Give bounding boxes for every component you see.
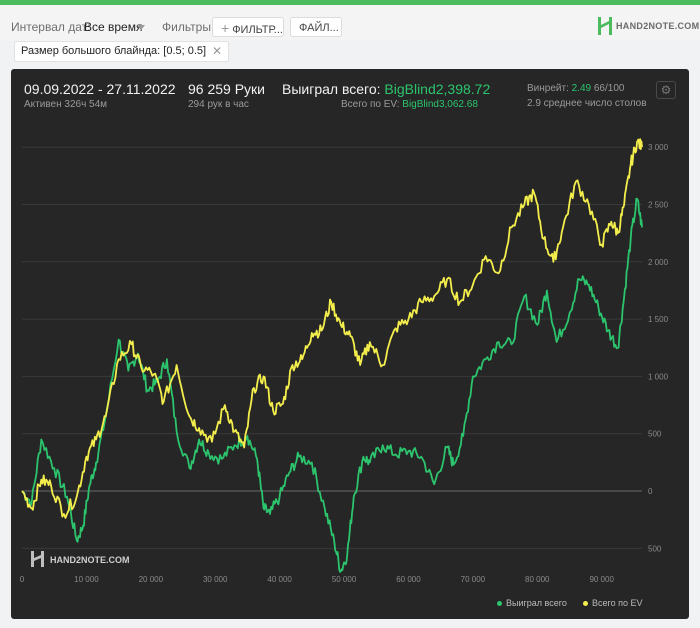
logo-text: HAND2NOTE.COM	[616, 21, 700, 31]
x-tick-label: 50 000	[332, 575, 357, 584]
watermark-logo-right	[41, 551, 44, 567]
y-axis-labels: 500 0 500 1 000 1 500 2 000 2 500 3 000	[648, 143, 669, 553]
date-interval-select[interactable]: Все время	[84, 20, 143, 34]
legend-label-won: Выиграл всего	[506, 598, 567, 608]
top-accent-bar	[0, 0, 700, 5]
series-lines	[21, 138, 643, 573]
filter-chip-label: Размер большого блайнда: [0.5; 0.5]	[21, 45, 207, 57]
y-tick-label: 3 000	[648, 143, 669, 152]
date-interval-label: Интервал дат:	[11, 20, 91, 34]
filter-button[interactable]: + ФИЛЬТР...	[212, 17, 284, 37]
watermark-logo-bridge	[34, 555, 41, 561]
ev-total: Всего по EV: BigBlind3,062.68	[341, 99, 478, 110]
close-icon[interactable]: ✕	[212, 44, 223, 58]
x-tick-label: 90 000	[589, 575, 614, 584]
grid	[22, 146, 642, 549]
y-tick-label: 1 000	[648, 372, 669, 381]
x-tick-label: 30 000	[203, 575, 228, 584]
x-tick-label: 20 000	[139, 575, 164, 584]
legend-dot-won	[497, 600, 502, 606]
series-line-ev	[21, 138, 643, 519]
x-tick-label: 60 000	[396, 575, 421, 584]
vinrate: Винрейт: 2.49 66/100	[527, 83, 624, 94]
watermark-text: HAND2NOTE.COM	[50, 555, 130, 565]
filters-label: Фильтры:	[162, 20, 215, 34]
date-range: 09.09.2022 - 27.11.2022	[24, 81, 176, 97]
chart-watermark: HAND2NOTE.COM	[31, 551, 130, 567]
won-total-value: BigBlind2,398.72	[384, 81, 491, 97]
ev-total-value: BigBlind3,062.68	[402, 99, 478, 110]
chevron-down-icon[interactable]	[137, 25, 145, 30]
x-tick-label: 70 000	[461, 575, 486, 584]
watermark-logo-left	[31, 551, 34, 567]
x-tick-label: 80 000	[525, 575, 550, 584]
y-tick-label: 2 000	[648, 258, 669, 267]
won-total: Выиграл всего: BigBlind2,398.72	[282, 81, 490, 97]
legend-label-ev: Всего по EV	[592, 598, 643, 608]
filter-chip[interactable]: Размер большого блайнда: [0.5; 0.5] ✕	[14, 41, 230, 62]
y-tick-label: 1 500	[648, 315, 669, 324]
vinrate-value: 2.49	[571, 83, 592, 94]
y-tick-label: 0	[648, 487, 653, 496]
won-total-label: Выиграл всего:	[282, 81, 385, 97]
ev-total-label: Всего по EV:	[341, 99, 403, 110]
plus-icon: +	[221, 20, 230, 36]
filter-button-label: ФИЛЬТР...	[232, 24, 283, 36]
x-tick-label: 0	[20, 575, 25, 584]
h2n-logo-icon	[598, 17, 612, 35]
active-time: Активен 326ч 54м	[24, 99, 108, 110]
x-tick-label: 40 000	[267, 575, 292, 584]
x-axis-labels: 0 10 000 20 000 30 000 40 000 50 000 60 000 70 …	[20, 575, 615, 584]
legend-item-won[interactable]: Выиграл всего	[497, 598, 567, 608]
gear-icon[interactable]: ⚙	[656, 81, 676, 99]
vinrate-suffix: 66/100	[591, 83, 625, 94]
toolbar: Интервал дат: Все время Фильтры: + ФИЛЬТР…	[0, 5, 700, 41]
hands-per-hour: 294 рук в час	[188, 99, 249, 110]
legend-item-ev[interactable]: Всего по EV	[583, 598, 642, 608]
y-tick-label: 500	[648, 430, 662, 439]
brand-logo[interactable]: HAND2NOTE.COM	[598, 17, 699, 35]
file-button[interactable]: ФАЙЛ...	[290, 17, 342, 37]
legend-dot-ev	[583, 600, 588, 606]
y-tick-label: 500	[648, 544, 662, 553]
tables-average: 2.9 среднее число столов	[527, 98, 647, 109]
vinrate-label: Винрейт:	[527, 83, 572, 94]
hands-count: 96 259 Руки	[188, 81, 265, 97]
file-button-label: ФАЙЛ...	[299, 22, 339, 34]
y-tick-label: 2 500	[648, 201, 669, 210]
x-tick-label: 10 000	[74, 575, 99, 584]
